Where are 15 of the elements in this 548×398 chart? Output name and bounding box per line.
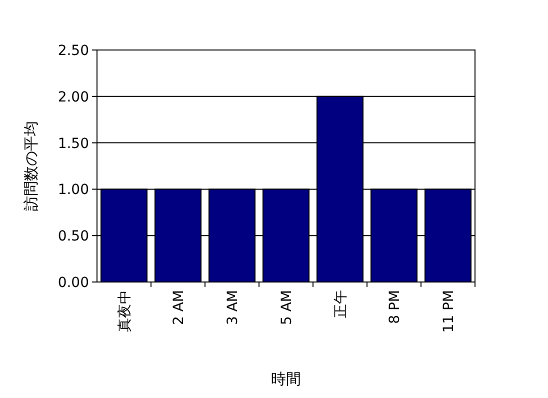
- x-axis-title: 時間: [271, 370, 301, 388]
- y-tick-label: 1.50: [58, 136, 89, 152]
- x-tick-label: 8 PM: [387, 290, 403, 324]
- y-tick-label: 0.00: [58, 275, 89, 291]
- y-tick-label: 2.50: [58, 43, 89, 59]
- x-tick-label: 正午: [333, 290, 349, 318]
- y-axis-title: 訪問数の平均: [22, 121, 40, 211]
- x-tick-label: 真夜中: [117, 290, 133, 332]
- y-tick-label: 2.00: [58, 89, 89, 106]
- y-tick-label: 0.50: [58, 228, 89, 245]
- x-tick-label: 3 AM: [225, 290, 241, 326]
- x-tick-label: 2 AM: [171, 290, 187, 326]
- y-tick-label: 1.00: [58, 182, 89, 198]
- x-tick-label: 5 AM: [279, 290, 295, 326]
- x-tick-label: 11 PM: [441, 290, 457, 333]
